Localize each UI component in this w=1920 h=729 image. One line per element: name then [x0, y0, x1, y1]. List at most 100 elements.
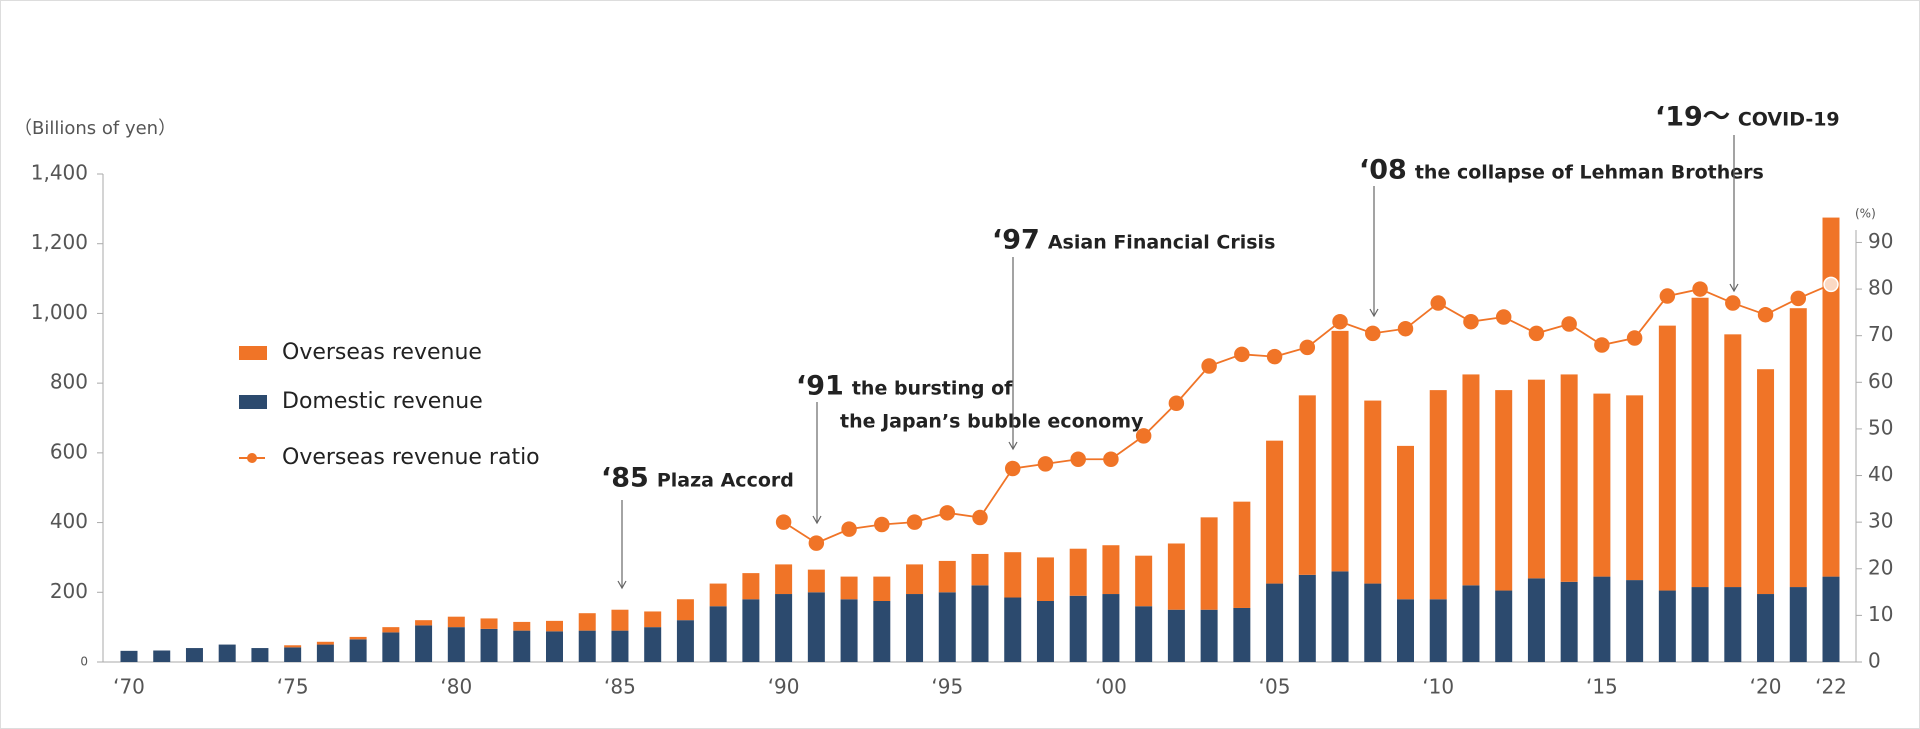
bar-segment — [316, 641, 334, 645]
bar-segment — [1560, 374, 1578, 582]
bar-segment — [1036, 601, 1054, 662]
annotation-year: ‘08 — [1359, 155, 1407, 186]
legend-label: Domestic revenue — [282, 389, 483, 414]
x-tick-label: ‘20 — [1750, 675, 1782, 699]
bar-segment — [1691, 587, 1709, 662]
annotation-text: the bursting of — [852, 378, 1013, 400]
bar-segment — [676, 599, 694, 621]
bar-segment — [382, 632, 400, 662]
bar-segment — [480, 618, 498, 629]
bar-segment — [1789, 308, 1807, 588]
bar-segment — [218, 644, 236, 662]
y2-tick-label: 50 — [1868, 415, 1893, 439]
bar-segment — [415, 625, 433, 662]
bar-segment — [153, 650, 171, 662]
ratio-dot — [1594, 337, 1610, 353]
bar-segment — [1462, 585, 1480, 662]
bar-segment — [1593, 393, 1611, 577]
bar-segment — [251, 648, 269, 662]
bar-segment — [775, 564, 793, 595]
y-axis-label: （Billions of yen） — [14, 118, 176, 139]
bar-segment — [1102, 594, 1120, 662]
bar-segment — [1527, 379, 1545, 579]
bar-segment — [742, 599, 760, 662]
ratio-dot — [1397, 320, 1414, 337]
bar-segment — [120, 650, 138, 662]
annotation-year: ‘97 — [992, 225, 1040, 256]
ratio-dot — [1626, 330, 1643, 346]
y-tick-label: 1,000 — [31, 300, 88, 324]
bar-segment — [1560, 581, 1578, 662]
bar-segment — [1593, 576, 1611, 662]
bar-segment — [1397, 445, 1414, 600]
bar-segment — [709, 606, 727, 662]
bar-segment — [1331, 330, 1349, 572]
x-tick-label: ‘90 — [768, 675, 800, 699]
annotation-text: Plaza Accord — [657, 470, 794, 492]
ratio-dot — [1561, 316, 1577, 332]
bar-segment — [644, 611, 662, 628]
ratio-dot — [1790, 290, 1807, 307]
legend-swatch — [239, 395, 267, 409]
bar-segment — [1397, 599, 1414, 662]
y-tick-label: 200 — [50, 579, 88, 603]
annotation-arrowhead — [617, 580, 627, 590]
bar-segment — [513, 630, 531, 662]
bar-segment — [1298, 574, 1316, 662]
y2-tick-label: 40 — [1868, 462, 1893, 486]
legend-swatch — [239, 346, 267, 360]
bar-segment — [1757, 594, 1775, 662]
bar-segment — [1331, 571, 1349, 662]
y2-tick-label: 0 — [1868, 649, 1881, 673]
ratio-dot — [1201, 358, 1217, 374]
y-tick-label: 400 — [50, 509, 88, 533]
bar-segment — [611, 609, 629, 631]
bar-segment — [1495, 390, 1513, 591]
x-tick-label: ‘85 — [604, 675, 636, 699]
bar-segment — [906, 594, 924, 662]
ratio-dot — [1135, 428, 1152, 444]
bar-segment — [775, 594, 793, 662]
ratio-dot — [1659, 288, 1676, 304]
bar-segment — [349, 639, 367, 662]
ratio-dot — [1332, 313, 1348, 330]
bar-segment — [938, 560, 956, 593]
bar-segment — [1724, 334, 1742, 588]
bar-segment — [1233, 501, 1251, 608]
bar-segment — [611, 630, 629, 662]
ratio-dot — [939, 505, 956, 521]
ratio-dot — [1037, 456, 1054, 472]
bar-segment — [382, 627, 400, 633]
y2-tick-label: 90 — [1868, 229, 1893, 253]
bar-segment — [1069, 595, 1087, 662]
ratio-dot — [1266, 348, 1283, 365]
y2-tick-label: 70 — [1868, 322, 1893, 346]
y-tick-label: 0 — [80, 655, 88, 669]
ratio-dot — [775, 514, 792, 530]
x-tick-label: ‘75 — [277, 675, 309, 699]
bar-segment — [1691, 297, 1709, 588]
bar-segment — [644, 627, 662, 662]
bar-segment — [873, 576, 891, 601]
bar-segment — [284, 647, 302, 662]
ratio-dot — [1692, 281, 1708, 297]
ratio-dot — [906, 514, 923, 530]
bar-segment — [1298, 395, 1316, 575]
bar-segment — [807, 569, 825, 593]
bar-segment — [1102, 545, 1120, 595]
ratio-dot — [1430, 295, 1446, 311]
y2-tick-label: 20 — [1868, 555, 1893, 579]
annotation-arrowhead — [812, 515, 822, 525]
ratio-dot — [841, 521, 857, 537]
bar-segment — [316, 644, 334, 662]
y2-axis-label: (%) — [1855, 207, 1876, 221]
bar-segment — [1233, 607, 1251, 662]
x-tick-label: ‘00 — [1095, 675, 1127, 699]
bar-segment — [1626, 395, 1644, 581]
bar-segment — [1266, 583, 1284, 662]
ratio-dot — [1725, 295, 1741, 311]
bar-segment — [906, 564, 924, 595]
bar-segment — [1135, 555, 1153, 607]
x-tick-label: ‘70 — [113, 675, 145, 699]
